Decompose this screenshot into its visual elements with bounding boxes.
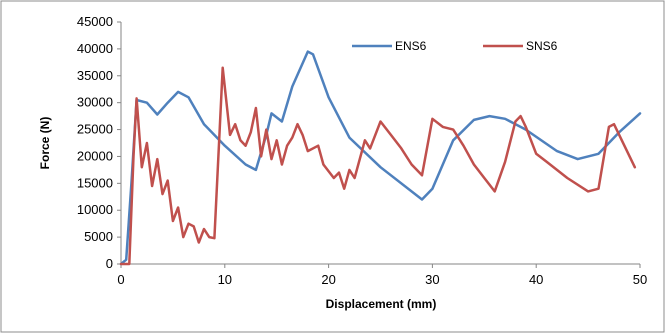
x-tick-labels: 0 10 20 30 40 50: [117, 272, 647, 287]
y-tick-label: 0: [106, 256, 113, 271]
x-tick-label: 40: [529, 272, 543, 287]
y-axis-title: Force (N): [38, 117, 52, 170]
x-axis-title: Displacement (mm): [326, 297, 437, 311]
y-tick-label: 15000: [77, 175, 113, 190]
x-tick-label: 50: [633, 272, 647, 287]
series-line-sns6: [119, 66, 637, 266]
y-tick-label: 20000: [77, 148, 113, 163]
y-tick-label: 5000: [84, 229, 113, 244]
legend: ENS6 SNS6: [352, 39, 558, 53]
y-tick-label: 25000: [77, 122, 113, 137]
y-tick-label: 35000: [77, 68, 113, 83]
x-tick-label: 10: [218, 272, 232, 287]
y-tick-label: 40000: [77, 41, 113, 56]
x-tick-label: 20: [321, 272, 335, 287]
y-tick-label: 30000: [77, 95, 113, 110]
legend-label-ens6: ENS6: [395, 39, 427, 53]
x-tick-label: 30: [425, 272, 439, 287]
legend-label-sns6: SNS6: [526, 39, 558, 53]
y-tick-labels: 0 5000 10000 15000 20000 25000 30000 35000 40000…: [77, 14, 113, 271]
series-layer: [119, 50, 642, 266]
x-tick-label: 0: [117, 272, 124, 287]
y-tick-label: 45000: [77, 14, 113, 29]
axis-tick-marks: [117, 21, 641, 268]
y-tick-label: 10000: [77, 202, 113, 217]
